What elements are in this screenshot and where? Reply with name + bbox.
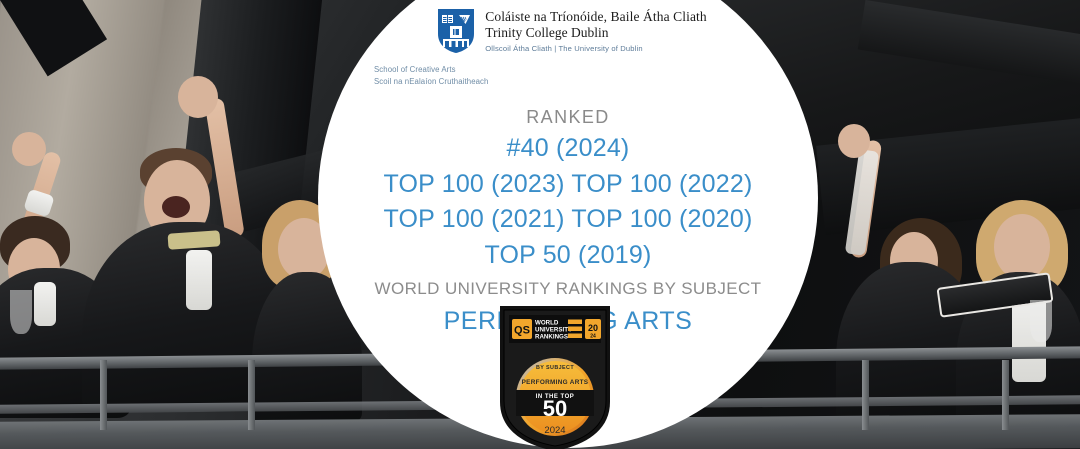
hand-right-person [838,124,870,158]
qs-badge-year: 2024 [544,425,565,436]
qs-badge-year-suffix: 24 [590,334,596,340]
face-blonde-woman [994,214,1050,280]
mouth-center-person [162,196,190,218]
logo-line-sub: Ollscoil Átha Cliath | The University of… [485,43,643,53]
logo-line-english: Trinity College Dublin [485,24,609,40]
shirt-center-person [186,250,212,310]
school-name-irish: Scoil na nEalaíon Cruthaitheach [374,77,489,87]
qs-badge-brand: QS [514,325,530,337]
school-name-english: School of Creative Arts [374,65,456,74]
ranking-line-1: #40 (2024) [506,134,630,163]
trinity-logo-lockup: Coláiste na Tríonóide, Baile Átha Cliath… [437,8,707,54]
shirt-left-person [34,282,56,326]
qs-badge-graphic: QS WORLD UNIVERSITY RANKINGS 20 24 BY SU… [500,306,610,449]
qs-badge-header-line-3: RANKINGS [535,334,568,341]
qs-badge-rank: 50 [543,396,567,421]
qs-badge-header-line-1: WORLD [535,320,559,327]
ranking-line-3: TOP 100 (2021) TOP 100 (2020) [383,205,753,234]
qs-badge-header-line-2: UNIVERSITY [535,327,573,334]
hand-center-person [178,76,218,118]
qs-badge-year-prefix: 20 [588,323,598,333]
balcony-post [248,360,255,430]
qs-badge-in-the-top: IN THE TOP [536,394,575,400]
glass-held-by-graduate [1030,300,1052,342]
qs-badge-subject: PERFORMING ARTS [522,379,589,386]
balcony-post [862,360,869,430]
glass-left-graduate [10,290,32,334]
hand-left-person [12,132,46,166]
qs-ranking-badge: QS WORLD UNIVERSITY RANKINGS 20 24 BY SU… [500,306,610,449]
qs-badge-by-subject: BY SUBJECT [536,365,574,371]
ranked-label: RANKED [526,107,610,128]
white-circle-overlay: Coláiste na Tríonóide, Baile Átha Cliath… [318,0,818,448]
school-name-block: School of Creative Arts Scoil na nEalaío… [374,64,489,88]
balcony-post [100,360,107,430]
ranking-text-block: RANKED #40 (2024) TOP 100 (2023) TOP 100… [318,104,818,339]
ranking-source-label: WORLD UNIVERSITY RANKINGS BY SUBJECT [374,279,762,299]
logo-line-irish: Coláiste na Tríonóide, Baile Átha Cliath [485,9,707,24]
trinity-college-dublin-crest-icon [438,9,475,53]
ranking-line-2: TOP 100 (2023) TOP 100 (2022) [383,169,753,198]
ranking-line-4: TOP 50 (2019) [484,240,652,269]
balcony-post [1002,360,1009,430]
